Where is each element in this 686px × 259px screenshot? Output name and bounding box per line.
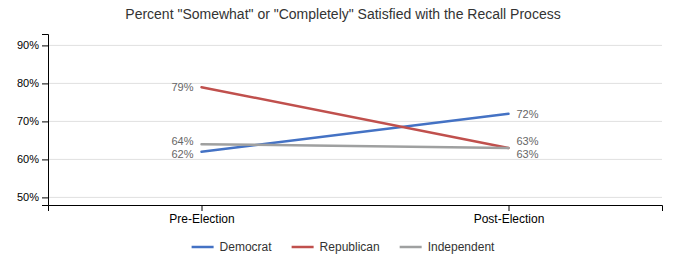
y-tick-mark (42, 159, 48, 160)
grid-line (48, 83, 662, 84)
y-tick: 60% (17, 153, 48, 165)
y-tick-mark (42, 121, 48, 122)
grid-line (48, 121, 662, 122)
legend-swatch (292, 246, 314, 249)
grid (48, 45, 662, 197)
y-axis-line (42, 35, 49, 206)
y-axis: 50% 60% 70% 80% 90% (17, 35, 49, 206)
x-tick-mark (202, 205, 203, 211)
x-tick-label: Post-Election (474, 212, 545, 226)
data-label: 64% (171, 135, 193, 147)
legend-item: Republican (292, 240, 380, 254)
legend-swatch (400, 246, 422, 249)
y-tick: 50% (17, 191, 48, 203)
legend-label: Democrat (220, 240, 273, 254)
title: Percent "Somewhat" or "Completely" Satis… (125, 6, 560, 22)
x-axis-line (49, 206, 663, 212)
grid-line (48, 159, 662, 160)
grid-line (48, 197, 662, 198)
lines (202, 87, 509, 152)
y-tick-mark (42, 197, 48, 198)
y-tick: 90% (17, 39, 48, 51)
chart: Percent "Somewhat" or "Completely" Satis… (0, 0, 686, 259)
data-label: 62% (171, 148, 193, 160)
y-tick-label: 90% (17, 39, 39, 51)
y-tick-label: 60% (17, 153, 39, 165)
legend-swatch (192, 246, 214, 249)
y-tick: 80% (17, 77, 48, 89)
y-tick-mark (42, 45, 48, 46)
series-line (202, 87, 509, 148)
legend-item: Independent (400, 240, 495, 254)
series-line (202, 144, 509, 148)
plot: 50% 60% 70% 80% 90% Pre-Election Post-Election… (17, 35, 663, 226)
y-tick-label: 70% (17, 115, 39, 127)
data-label: 79% (171, 81, 193, 93)
y-tick-mark (42, 83, 48, 84)
data-label: 63% (517, 148, 539, 160)
x-tick: Post-Election (474, 205, 545, 226)
data-label: 72% (517, 108, 539, 120)
x-axis: Pre-Election Post-Election (49, 205, 663, 226)
legend-label: Republican (320, 240, 380, 254)
data-label: 63% (517, 135, 539, 147)
y-tick: 70% (17, 115, 48, 127)
x-tick-mark (509, 205, 510, 211)
y-tick-label: 50% (17, 191, 39, 203)
x-tick-label: Pre-Election (169, 212, 234, 226)
series-line (202, 114, 509, 152)
data-labels: 79% 64%62% 72% 63%63% (171, 81, 538, 160)
legend-item: Democrat (192, 240, 273, 254)
x-tick: Pre-Election (169, 205, 234, 226)
legend-label: Independent (428, 240, 495, 254)
legend: Democrat Republican Independent (192, 240, 495, 254)
grid-line (48, 45, 662, 46)
y-tick-label: 80% (17, 77, 39, 89)
